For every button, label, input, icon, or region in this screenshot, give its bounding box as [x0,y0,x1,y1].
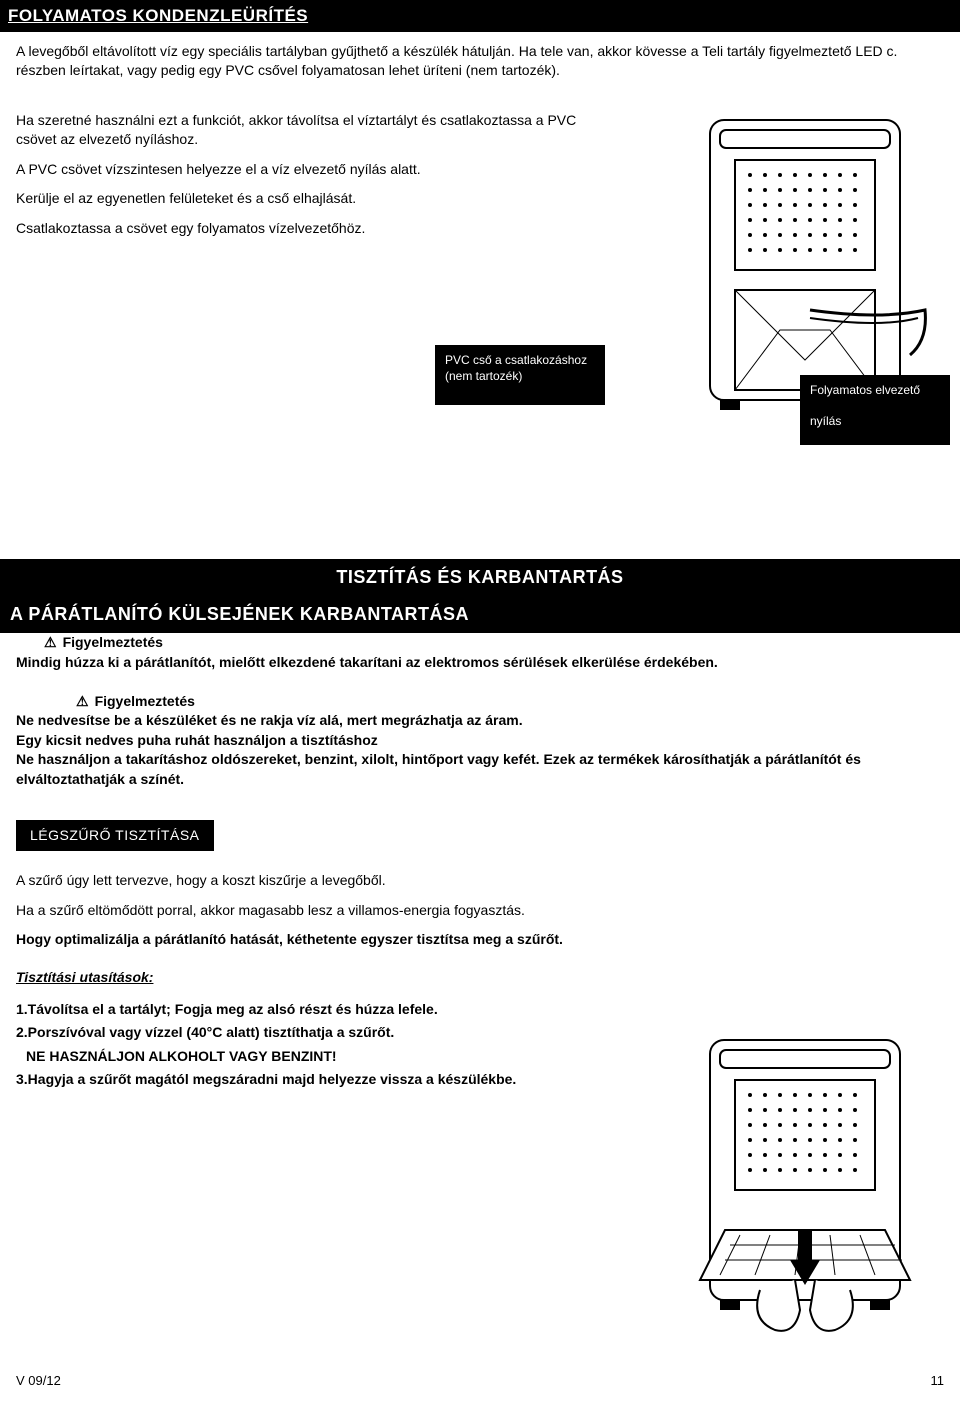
drain-p5: Csatlakoztassa a csövet egy folyamatos v… [16,219,616,239]
footer-version: V 09/12 [16,1372,61,1390]
filter-p2: Ha a szűrő eltömődött porral, akkor maga… [16,901,616,921]
page-footer: V 09/12 11 [16,1372,944,1390]
drain-p1: A levegőből eltávolított víz egy speciál… [16,42,944,81]
footer-page-number: 11 [931,1372,945,1390]
step-alert: NE HASZNÁLJON ALKOHOLT VAGY BENZINT! [26,1047,676,1067]
filter-cleaning-header: LÉGSZŰRŐ TISZTÍTÁSA [16,820,214,852]
section-title-drain: FOLYAMATOS KONDENZLEÜRÍTÉS [0,0,960,32]
step-1: 1.Távolítsa el a tartályt; Fogja meg az … [16,1000,676,1020]
warning1-label: Figyelmeztetés [44,633,944,653]
warning2-line2: Egy kicsit nedves puha ruhát használjon … [16,731,944,751]
callout-drain-line2: nyílás [810,414,841,428]
callout-pvc-hose: PVC cső a csatlakozáshoz (nem tartozék) [435,345,605,405]
step-2: 2.Porszívóval vagy vízzel (40°C alatt) t… [16,1023,676,1043]
warning2-line3: Ne használjon a takarításhoz oldószereke… [16,750,944,789]
warning2-line1: Ne nedvesítse be a készüléket és ne rakj… [16,711,944,731]
warning1-text: Mindig húzza ki a párátlanítót, mielőtt … [16,653,944,673]
warning2-label: Figyelmeztetés [76,692,944,712]
filter-p1: A szűrő úgy lett tervezve, hogy a koszt … [16,871,616,891]
drain-p3: A PVC csövet vízszintesen helyezze el a … [16,160,616,180]
step-list: 1.Távolítsa el a tartályt; Fogja meg az … [16,1000,676,1090]
callout-drain-hole: Folyamatos elvezető nyílás [800,375,950,445]
drain-p4: Kerülje el az egyenetlen felületeket és … [16,189,616,209]
callout-drain-line1: Folyamatos elvezető [810,383,920,397]
banner-exterior-maintenance: A PÁRÁTLANÍTÓ KÜLSEJÉNEK KARBANTARTÁSA [0,596,960,633]
filter-p3: Hogy optimalizálja a párátlanító hatását… [16,930,616,950]
drain-p2: Ha szeretné használni ezt a funkciót, ak… [16,111,616,150]
step-3: 3.Hagyja a szűrőt magától megszáradni ma… [16,1070,676,1090]
instructions-label: Tisztítási utasítások: [16,968,944,988]
device-filter-illustration [680,1030,930,1350]
banner-cleaning: TISZTÍTÁS ÉS KARBANTARTÁS [0,559,960,596]
